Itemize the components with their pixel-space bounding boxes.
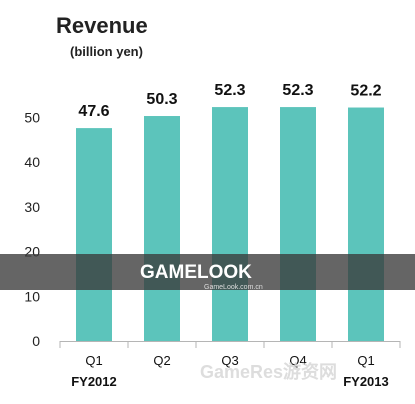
- fiscal-year-label: FY2012: [71, 374, 117, 389]
- watermark-banner: GAMELOOK GameLook.com.cn: [0, 254, 415, 291]
- x-tick-label: Q2: [153, 353, 170, 368]
- x-tick-label: Q1: [357, 353, 374, 368]
- watermark-logo-text: GAMELOOK: [140, 262, 252, 283]
- bar: [144, 116, 180, 341]
- data-label: 52.3: [214, 82, 245, 99]
- bar: [348, 107, 384, 341]
- x-axis: Q1 FY2012 Q2 Q3 Q4 Q1 FY2013: [59, 341, 401, 389]
- data-label: 50.3: [146, 91, 177, 108]
- data-label: 47.6: [78, 103, 109, 120]
- fiscal-year-label: FY2013: [343, 374, 389, 389]
- data-label: 52.3: [282, 82, 313, 99]
- y-tick-label: 50: [24, 109, 40, 125]
- y-tick-label: 40: [24, 154, 40, 170]
- data-label: 52.2: [350, 83, 381, 100]
- chart-subtitle: (billion yen): [70, 44, 143, 59]
- watermark-logo-url: GameLook.com.cn: [204, 284, 263, 291]
- watermark-footer: GameRes游资网: [200, 361, 337, 382]
- y-tick-label: 30: [24, 199, 40, 215]
- x-tick-label: Q4: [289, 353, 306, 368]
- bar: [212, 107, 248, 342]
- x-tick-label: Q3: [221, 353, 238, 368]
- data-labels: 47.6 50.3 52.3 52.3 52.2: [78, 82, 381, 120]
- bar: [280, 107, 316, 342]
- y-tick-label: 10: [24, 288, 40, 304]
- x-tick-label: Q1: [85, 353, 102, 368]
- chart-title: Revenue: [56, 13, 148, 38]
- y-tick-label: 0: [32, 333, 40, 349]
- bar: [76, 128, 112, 341]
- bars: [76, 107, 384, 342]
